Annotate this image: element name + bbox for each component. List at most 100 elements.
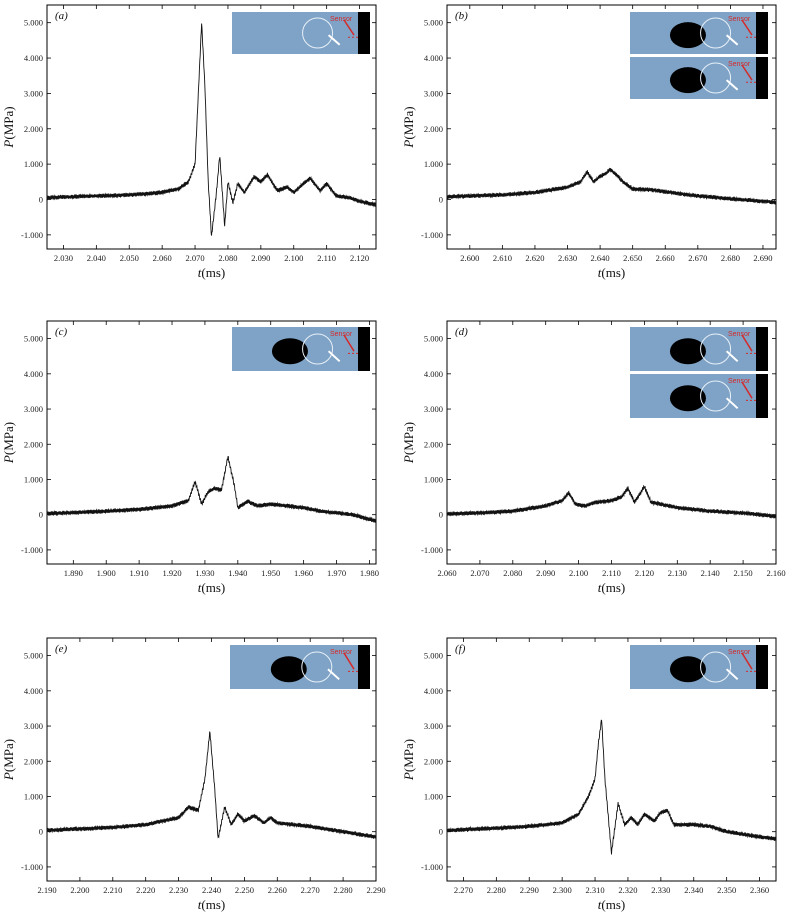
chart-panel-2: 5.000 4.000 3.000 2.000 1.000 0 -1.000 2.600 2.6…: [401, 4, 777, 280]
x-tick-label: 2.200: [70, 885, 89, 895]
y-axis-title: P(MPa): [1, 106, 16, 148]
x-tick-label: 1.920: [162, 568, 181, 578]
y-tick-label: 5.000: [24, 651, 43, 661]
y-tick-label: 5.000: [24, 334, 43, 344]
x-tick-label: 2.650: [623, 253, 642, 263]
x-tick-label: 2.320: [618, 885, 637, 895]
x-tick-label: 2.100: [569, 568, 588, 578]
x-axis-title: t(ms): [598, 265, 625, 280]
pressure-curve: [446, 484, 777, 519]
y-axis-unit: (MPa): [401, 106, 416, 139]
x-tick-label: 2.360: [750, 885, 769, 895]
y-tick-label: 4.000: [424, 369, 443, 379]
y-tick-label: -1.000: [421, 862, 443, 872]
y-axis-title: P(MPa): [1, 739, 16, 781]
y-axis-title: P(MPa): [401, 739, 416, 781]
x-axis-title: t(ms): [198, 580, 225, 595]
x-tick-label: 2.190: [37, 885, 56, 895]
inset-sensor-arrow: [343, 334, 355, 352]
inset-photo: Sensor: [630, 12, 768, 54]
panel-label: (d): [455, 326, 468, 338]
y-tick-label: 0: [39, 827, 43, 837]
x-axis-title: t(ms): [598, 897, 625, 912]
x-axis-var: t: [598, 580, 602, 595]
x-tick-label: 2.240: [202, 885, 221, 895]
x-tick-label: 2.680: [721, 253, 740, 263]
inset-sensor-label: Sensor: [330, 16, 353, 23]
plot-frame: [446, 4, 777, 250]
x-tick-label: 2.140: [701, 568, 720, 578]
y-axis-var: P: [401, 140, 416, 149]
x-tick-label: 1.900: [97, 568, 116, 578]
inset-background: [232, 12, 370, 54]
x-axis-title: t(ms): [598, 580, 625, 595]
y-tick-label: 3.000: [24, 721, 43, 731]
x-tick-label: 2.040: [87, 253, 106, 263]
x-axis-var: t: [598, 265, 602, 280]
inset-white-arrow: [725, 79, 739, 91]
x-tick-label: 2.690: [753, 253, 772, 263]
inset-sensor-arrow: [741, 381, 753, 399]
inset-wall-bar: [756, 374, 768, 418]
y-tick-label: 2.000: [424, 124, 443, 134]
plot-frame: [46, 320, 377, 565]
x-tick-label: 2.330: [651, 885, 670, 895]
inset-white-arrow: [327, 350, 341, 363]
x-tick-label: 2.340: [684, 885, 703, 895]
y-tick-label: 5.000: [424, 334, 443, 344]
y-tick-label: 2.000: [24, 756, 43, 766]
inset-wall-bar: [756, 645, 768, 689]
x-axis-var: t: [198, 897, 202, 912]
inset-white-arrow: [725, 668, 739, 681]
inset-photo: Sensor: [630, 374, 768, 418]
inset-photo: Sensor: [630, 645, 768, 689]
y-tick-label: 1.000: [24, 791, 43, 801]
x-tick-label: 2.280: [334, 885, 353, 895]
y-tick-label: 5.000: [424, 18, 443, 28]
y-tick-label: 1.000: [24, 159, 43, 169]
inset-sensor-label: Sensor: [728, 331, 751, 338]
x-tick-label: 1.960: [294, 568, 313, 578]
y-tick-label: 0: [39, 510, 43, 520]
x-tick-label: 1.940: [228, 568, 247, 578]
x-tick-label: 2.620: [525, 253, 544, 263]
x-tick-label: 2.070: [470, 568, 489, 578]
x-tick-label: 2.080: [218, 253, 237, 263]
y-tick-label: 2.000: [424, 439, 443, 449]
inset-sensor-arrow: [741, 652, 753, 670]
inset-sensor-label: Sensor: [330, 649, 353, 656]
inset-white-arrow: [725, 34, 739, 46]
x-tick-label: 1.910: [130, 568, 149, 578]
x-tick-label: 2.110: [317, 253, 336, 263]
x-tick-label: 2.270: [454, 885, 473, 895]
x-tick-label: 2.210: [103, 885, 122, 895]
y-axis-unit: (MPa): [401, 739, 416, 772]
x-tick-label: 2.660: [656, 253, 675, 263]
y-tick-label: 0: [39, 194, 43, 204]
y-axis-unit: (MPa): [1, 106, 16, 139]
inset-wall-bar: [358, 12, 370, 54]
plot-frame: [46, 4, 377, 250]
y-tick-label: 5.000: [424, 651, 443, 661]
x-tick-label: 2.300: [553, 885, 572, 895]
inset-sensor-arrow: [741, 334, 753, 352]
inset-shock-ring: [302, 333, 334, 365]
x-tick-label: 1.970: [327, 568, 346, 578]
x-tick-label: 2.110: [602, 568, 621, 578]
x-tick-label: 2.090: [251, 253, 270, 263]
pressure-curve: [46, 731, 377, 840]
y-tick-label: 3.000: [24, 404, 43, 414]
panel-label: (e): [55, 643, 68, 655]
x-tick-label: 2.160: [766, 568, 785, 578]
y-tick-label: -1.000: [21, 862, 43, 872]
x-axis-unit: (ms): [201, 265, 225, 280]
y-axis-unit: (MPa): [1, 739, 16, 772]
inset-sensor-arrow: [343, 652, 355, 670]
x-tick-label: 2.150: [734, 568, 753, 578]
y-tick-label: 1.000: [24, 474, 43, 484]
inset-shock-ring: [700, 17, 732, 49]
inset-bubble: [669, 656, 706, 683]
x-axis-var: t: [198, 265, 202, 280]
x-tick-label: 2.350: [717, 885, 736, 895]
